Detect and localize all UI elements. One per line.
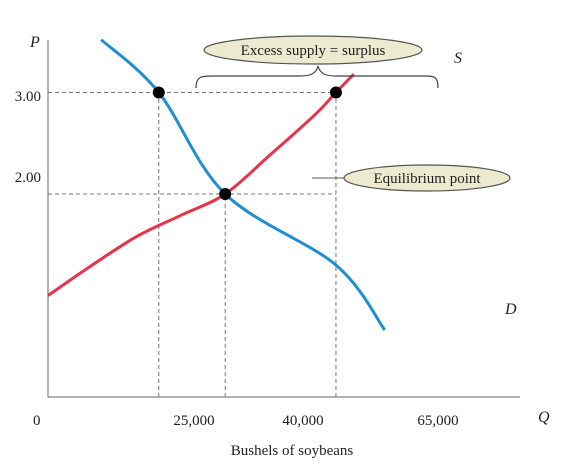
excess-supply-demand-point bbox=[152, 86, 165, 99]
equilibrium-bubble bbox=[343, 164, 511, 192]
y-tick-label-2: 2.00 bbox=[15, 170, 41, 186]
origin-label: 0 bbox=[33, 413, 41, 429]
x-tick-label-40000: 40,000 bbox=[282, 413, 323, 429]
x-tick-label-25000: 25,000 bbox=[173, 413, 214, 429]
x-axis-label: Q bbox=[538, 409, 550, 426]
equilibrium-callout-text: Equilibrium point bbox=[373, 171, 481, 187]
excess-supply-supply-point bbox=[329, 86, 342, 99]
reference-lines bbox=[48, 92, 337, 397]
x-axis-caption: Bushels of soybeans bbox=[231, 443, 354, 459]
equilibrium-point bbox=[219, 188, 232, 200]
marker-points bbox=[152, 86, 342, 200]
x-tick-label-65000: 65,000 bbox=[417, 413, 458, 429]
supply-curve-label: S bbox=[454, 50, 462, 67]
excess-supply-bubble bbox=[203, 35, 423, 65]
y-axis-label: P bbox=[29, 34, 40, 51]
demand-curve-label: D bbox=[504, 301, 517, 318]
y-tick-label-3: 3.00 bbox=[15, 89, 41, 105]
demand-curve bbox=[100, 38, 386, 331]
supply-curve bbox=[47, 73, 355, 297]
excess-supply-callout-text: Excess supply = surplus bbox=[241, 43, 386, 59]
excess-supply-brace bbox=[195, 65, 439, 89]
